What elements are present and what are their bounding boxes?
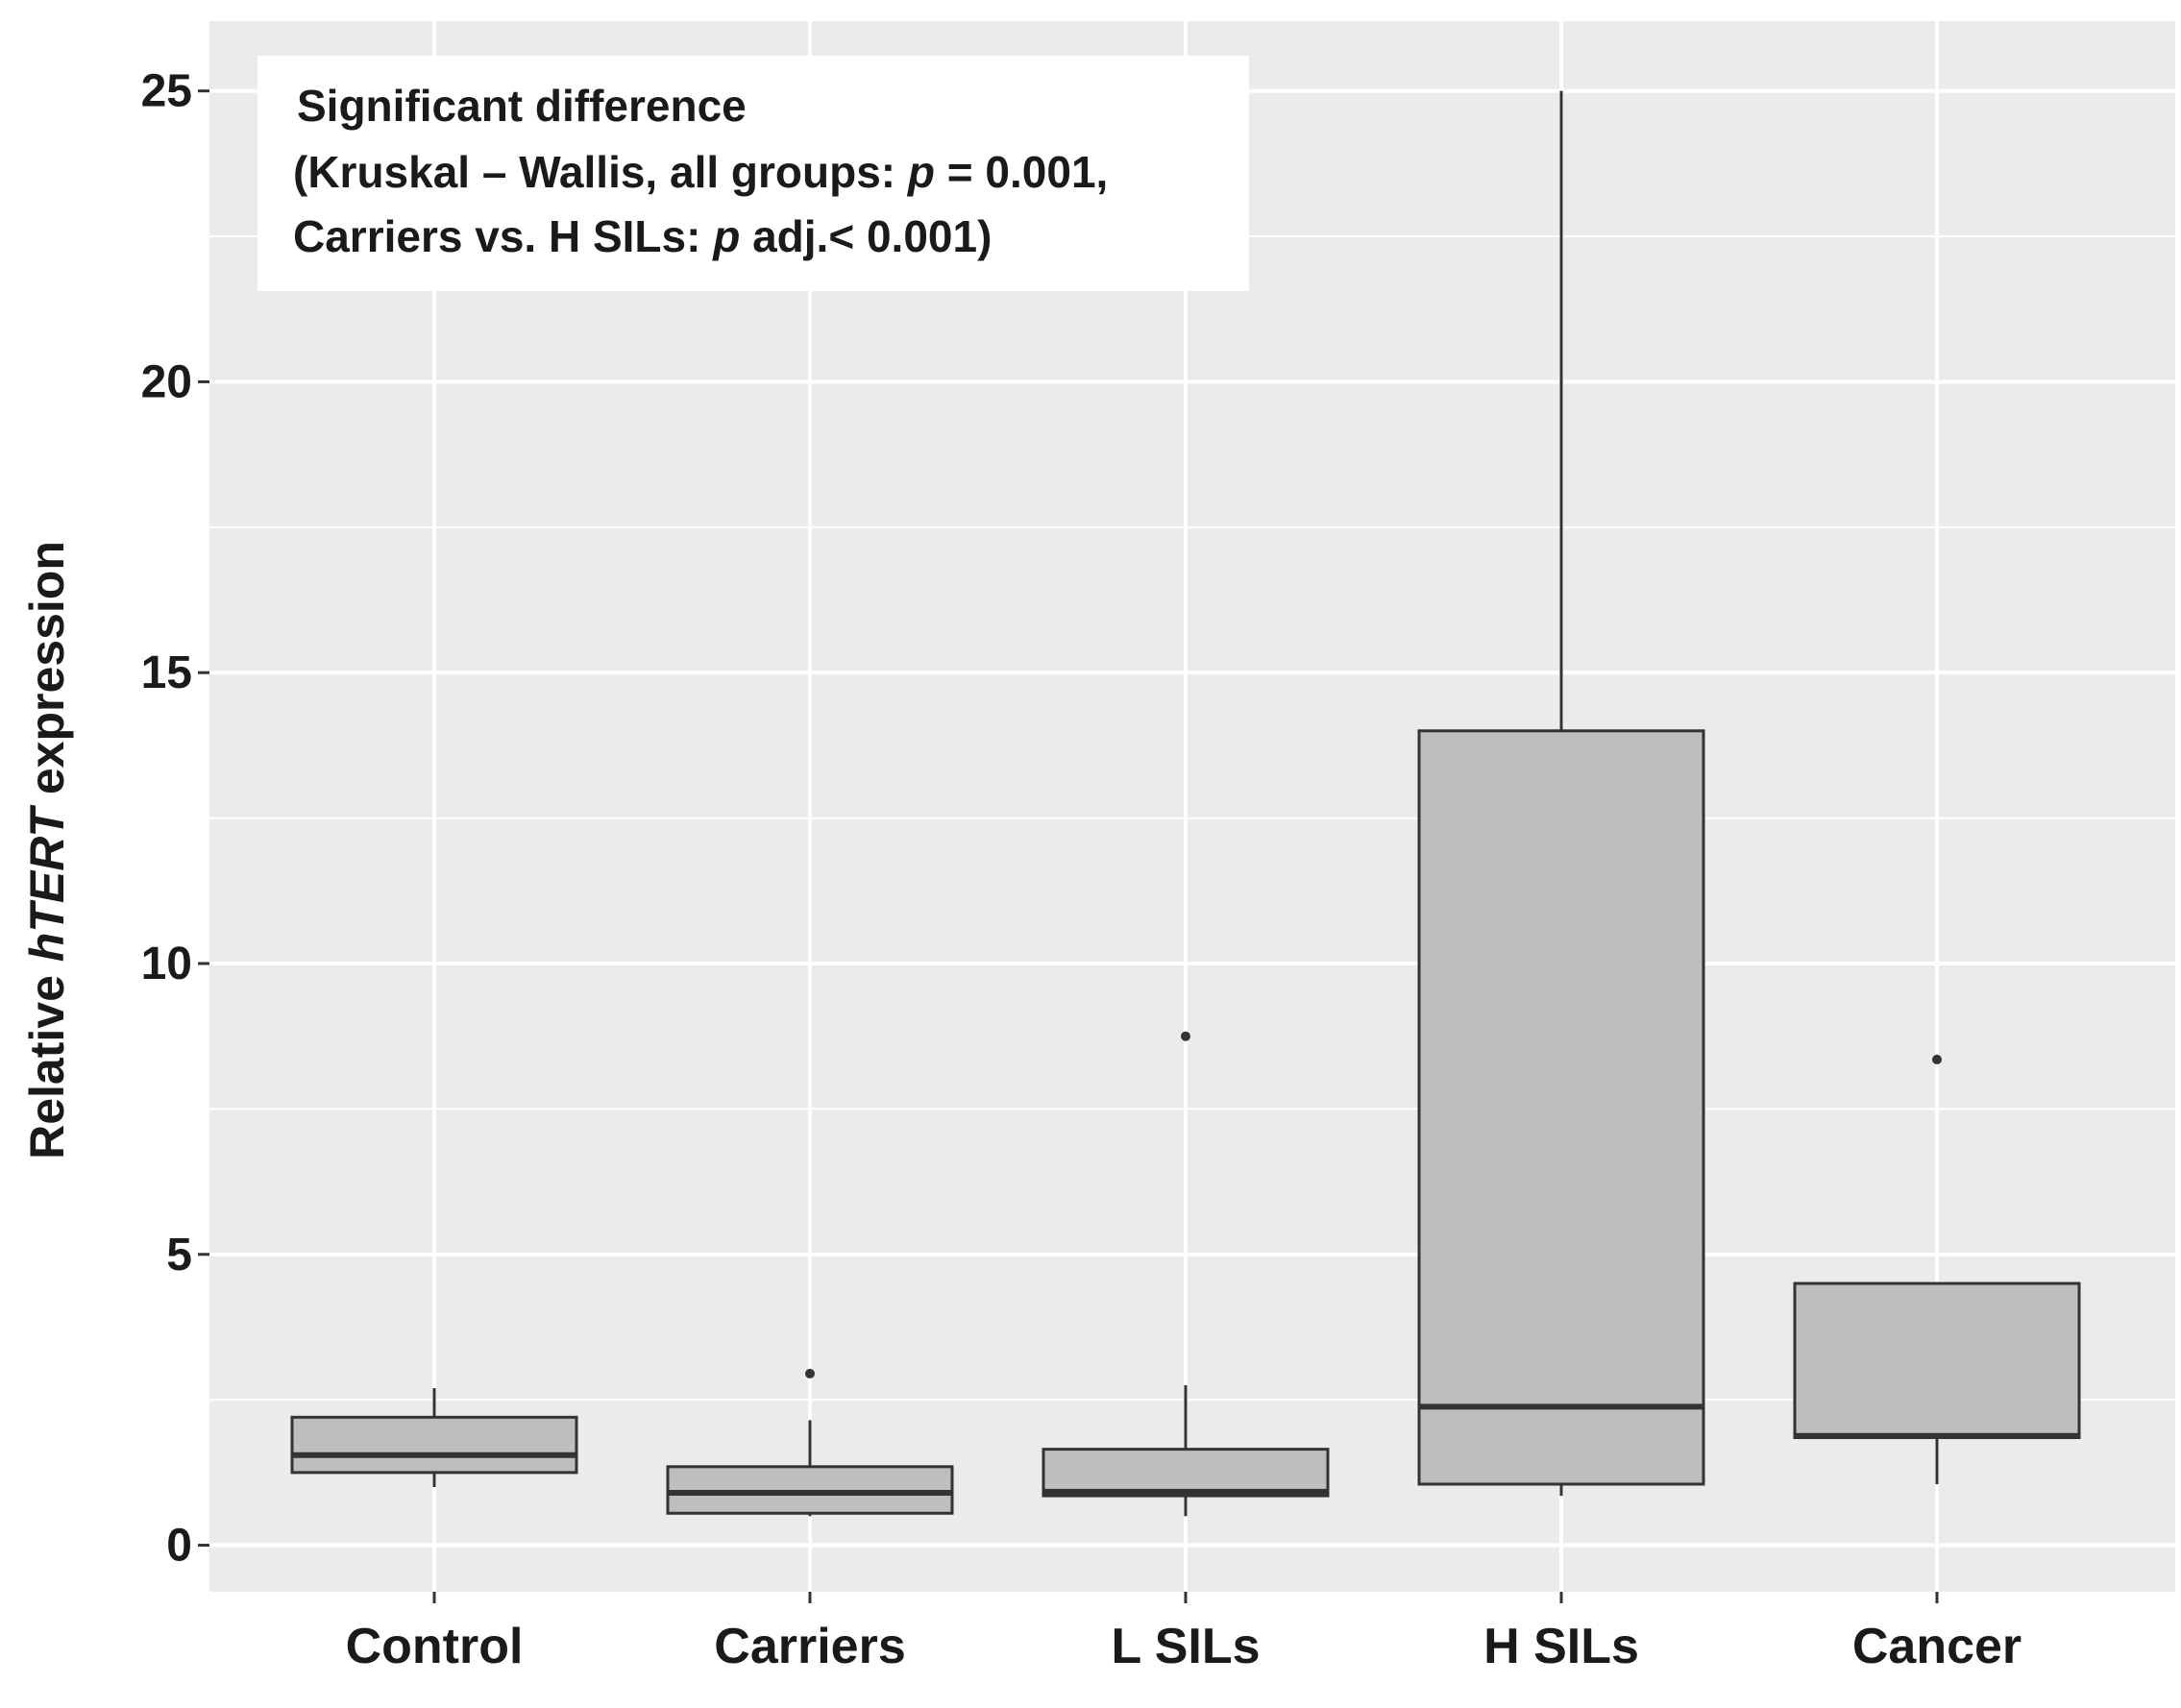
x-tick-label: H SILs <box>1483 1619 1639 1674</box>
y-axis-label: Relative hTERT expression <box>20 541 74 1159</box>
x-tick-label: L SILs <box>1111 1619 1260 1674</box>
iqr-box <box>290 1415 578 1475</box>
box-l-sils <box>1041 1031 1330 1517</box>
y-axis-label-suffix: expression <box>20 541 74 808</box>
y-axis: 0 5 10 15 20 25 <box>141 66 209 1572</box>
y-axis-label-prefix: Relative <box>20 962 74 1159</box>
y-tick-label: 5 <box>166 1230 192 1281</box>
box-cancer <box>1793 1054 2081 1484</box>
y-tick-label: 20 <box>141 356 192 407</box>
annotation-line-3-value: adj.< 0.001) <box>740 211 992 261</box>
x-tick-label: Carriers <box>714 1619 905 1674</box>
box-carriers <box>666 1368 954 1517</box>
outlier-point <box>1932 1054 1942 1064</box>
annotation-background <box>257 56 1249 291</box>
box-h-sils <box>1417 90 1705 1497</box>
iqr-box <box>1793 1281 2081 1440</box>
annotation-line-3: Carriers vs. H SILs: p adj.< 0.001) <box>293 211 992 261</box>
annotation-line-1: Significant difference <box>297 81 747 131</box>
x-tick-label: Control <box>346 1619 524 1674</box>
annotation-box: Significant difference (Kruskal – Wallis… <box>257 56 1249 291</box>
y-tick-label: 0 <box>166 1521 192 1572</box>
box-layer <box>290 90 2081 1517</box>
annotation-line-2: (Kruskal – Wallis, all groups: p = 0.001… <box>293 147 1108 197</box>
y-tick-label: 15 <box>141 647 192 698</box>
outlier-point <box>1181 1031 1190 1041</box>
outlier-point <box>805 1368 815 1379</box>
iqr-box <box>1041 1448 1330 1498</box>
y-tick-label: 25 <box>141 66 192 117</box>
annotation-line-3-text: Carriers vs. H SILs: <box>293 211 713 261</box>
y-axis-label-gene: hTERT <box>20 804 74 963</box>
annotation-line-2-text: (Kruskal – Wallis, all groups: <box>293 147 908 197</box>
annotation-line-3-p: p <box>711 211 740 261</box>
iqr-box <box>666 1465 954 1515</box>
iqr-box <box>1417 729 1705 1486</box>
box-control <box>290 1388 578 1487</box>
x-tick-label: Cancer <box>1852 1619 2022 1674</box>
annotation-line-2-p: p <box>906 147 935 197</box>
annotation-line-2-value: = 0.001, <box>935 147 1108 197</box>
x-axis: Control Carriers L SILs H SILs Cancer <box>346 1592 2022 1674</box>
y-tick-label: 10 <box>141 939 192 989</box>
